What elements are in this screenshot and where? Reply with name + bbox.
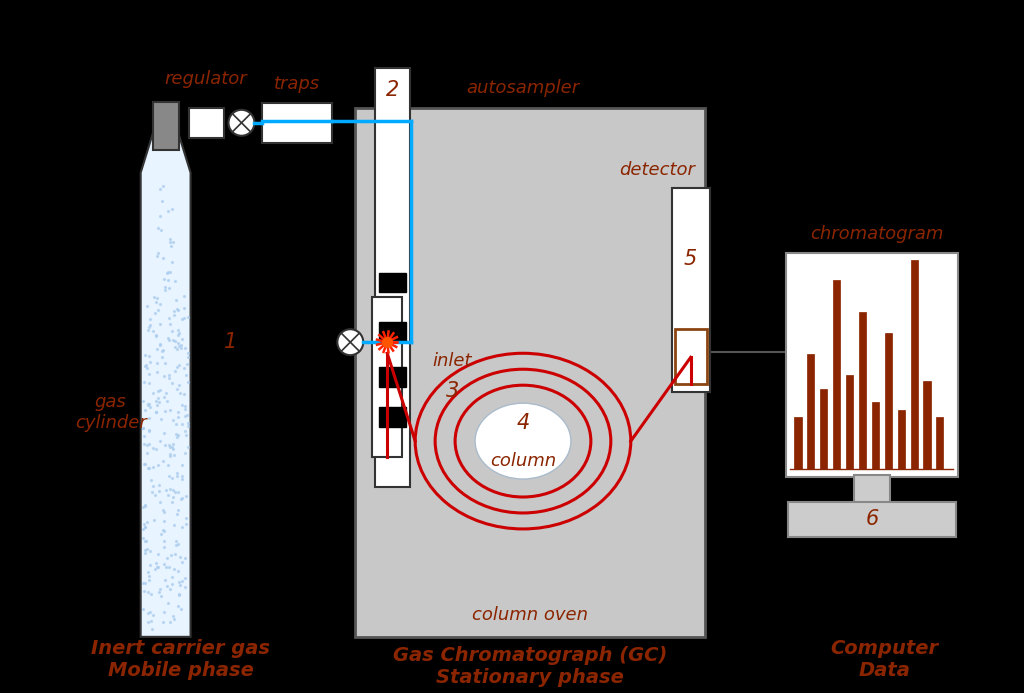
- Text: column: column: [489, 452, 556, 470]
- Bar: [834, 281, 841, 469]
- Text: detector: detector: [618, 161, 694, 179]
- Bar: [188, 108, 223, 138]
- Bar: [885, 333, 892, 469]
- Text: autosampler: autosampler: [466, 79, 579, 97]
- Bar: [924, 381, 931, 469]
- Text: regulator: regulator: [165, 70, 248, 88]
- Bar: [936, 416, 943, 469]
- Bar: [898, 410, 905, 469]
- Bar: [910, 260, 918, 469]
- Text: 4: 4: [516, 413, 529, 433]
- Bar: [820, 389, 827, 469]
- Text: 3: 3: [445, 381, 459, 401]
- Bar: [153, 102, 178, 150]
- Text: 2: 2: [386, 80, 399, 100]
- Text: 1: 1: [224, 333, 238, 352]
- Bar: [379, 272, 407, 292]
- Bar: [787, 502, 956, 537]
- Text: inlet: inlet: [432, 352, 472, 370]
- Bar: [785, 252, 958, 477]
- Bar: [795, 416, 802, 469]
- Text: Gas Chromatograph (GC)
Stationary phase: Gas Chromatograph (GC) Stationary phase: [393, 647, 667, 687]
- Bar: [672, 188, 710, 392]
- Bar: [859, 312, 866, 469]
- Bar: [375, 68, 411, 487]
- Circle shape: [337, 329, 364, 355]
- Bar: [379, 367, 407, 387]
- Bar: [355, 108, 705, 637]
- Ellipse shape: [475, 403, 571, 479]
- Bar: [846, 375, 853, 469]
- Text: 6: 6: [865, 509, 879, 529]
- Bar: [379, 407, 407, 427]
- Bar: [379, 322, 407, 342]
- Text: column oven: column oven: [472, 606, 588, 624]
- Text: traps: traps: [274, 75, 321, 93]
- Text: gas
cylinder: gas cylinder: [75, 393, 146, 432]
- Bar: [373, 297, 402, 457]
- Circle shape: [228, 109, 255, 136]
- Bar: [807, 354, 814, 469]
- Bar: [854, 475, 890, 507]
- Bar: [262, 103, 333, 143]
- Bar: [871, 402, 879, 469]
- Text: Inert carrier gas
Mobile phase: Inert carrier gas Mobile phase: [91, 640, 270, 681]
- Text: 5: 5: [684, 249, 697, 270]
- Bar: [675, 329, 707, 385]
- Text: chromatogram: chromatogram: [810, 225, 943, 243]
- Text: Computer
Data: Computer Data: [830, 640, 938, 681]
- Polygon shape: [140, 118, 190, 637]
